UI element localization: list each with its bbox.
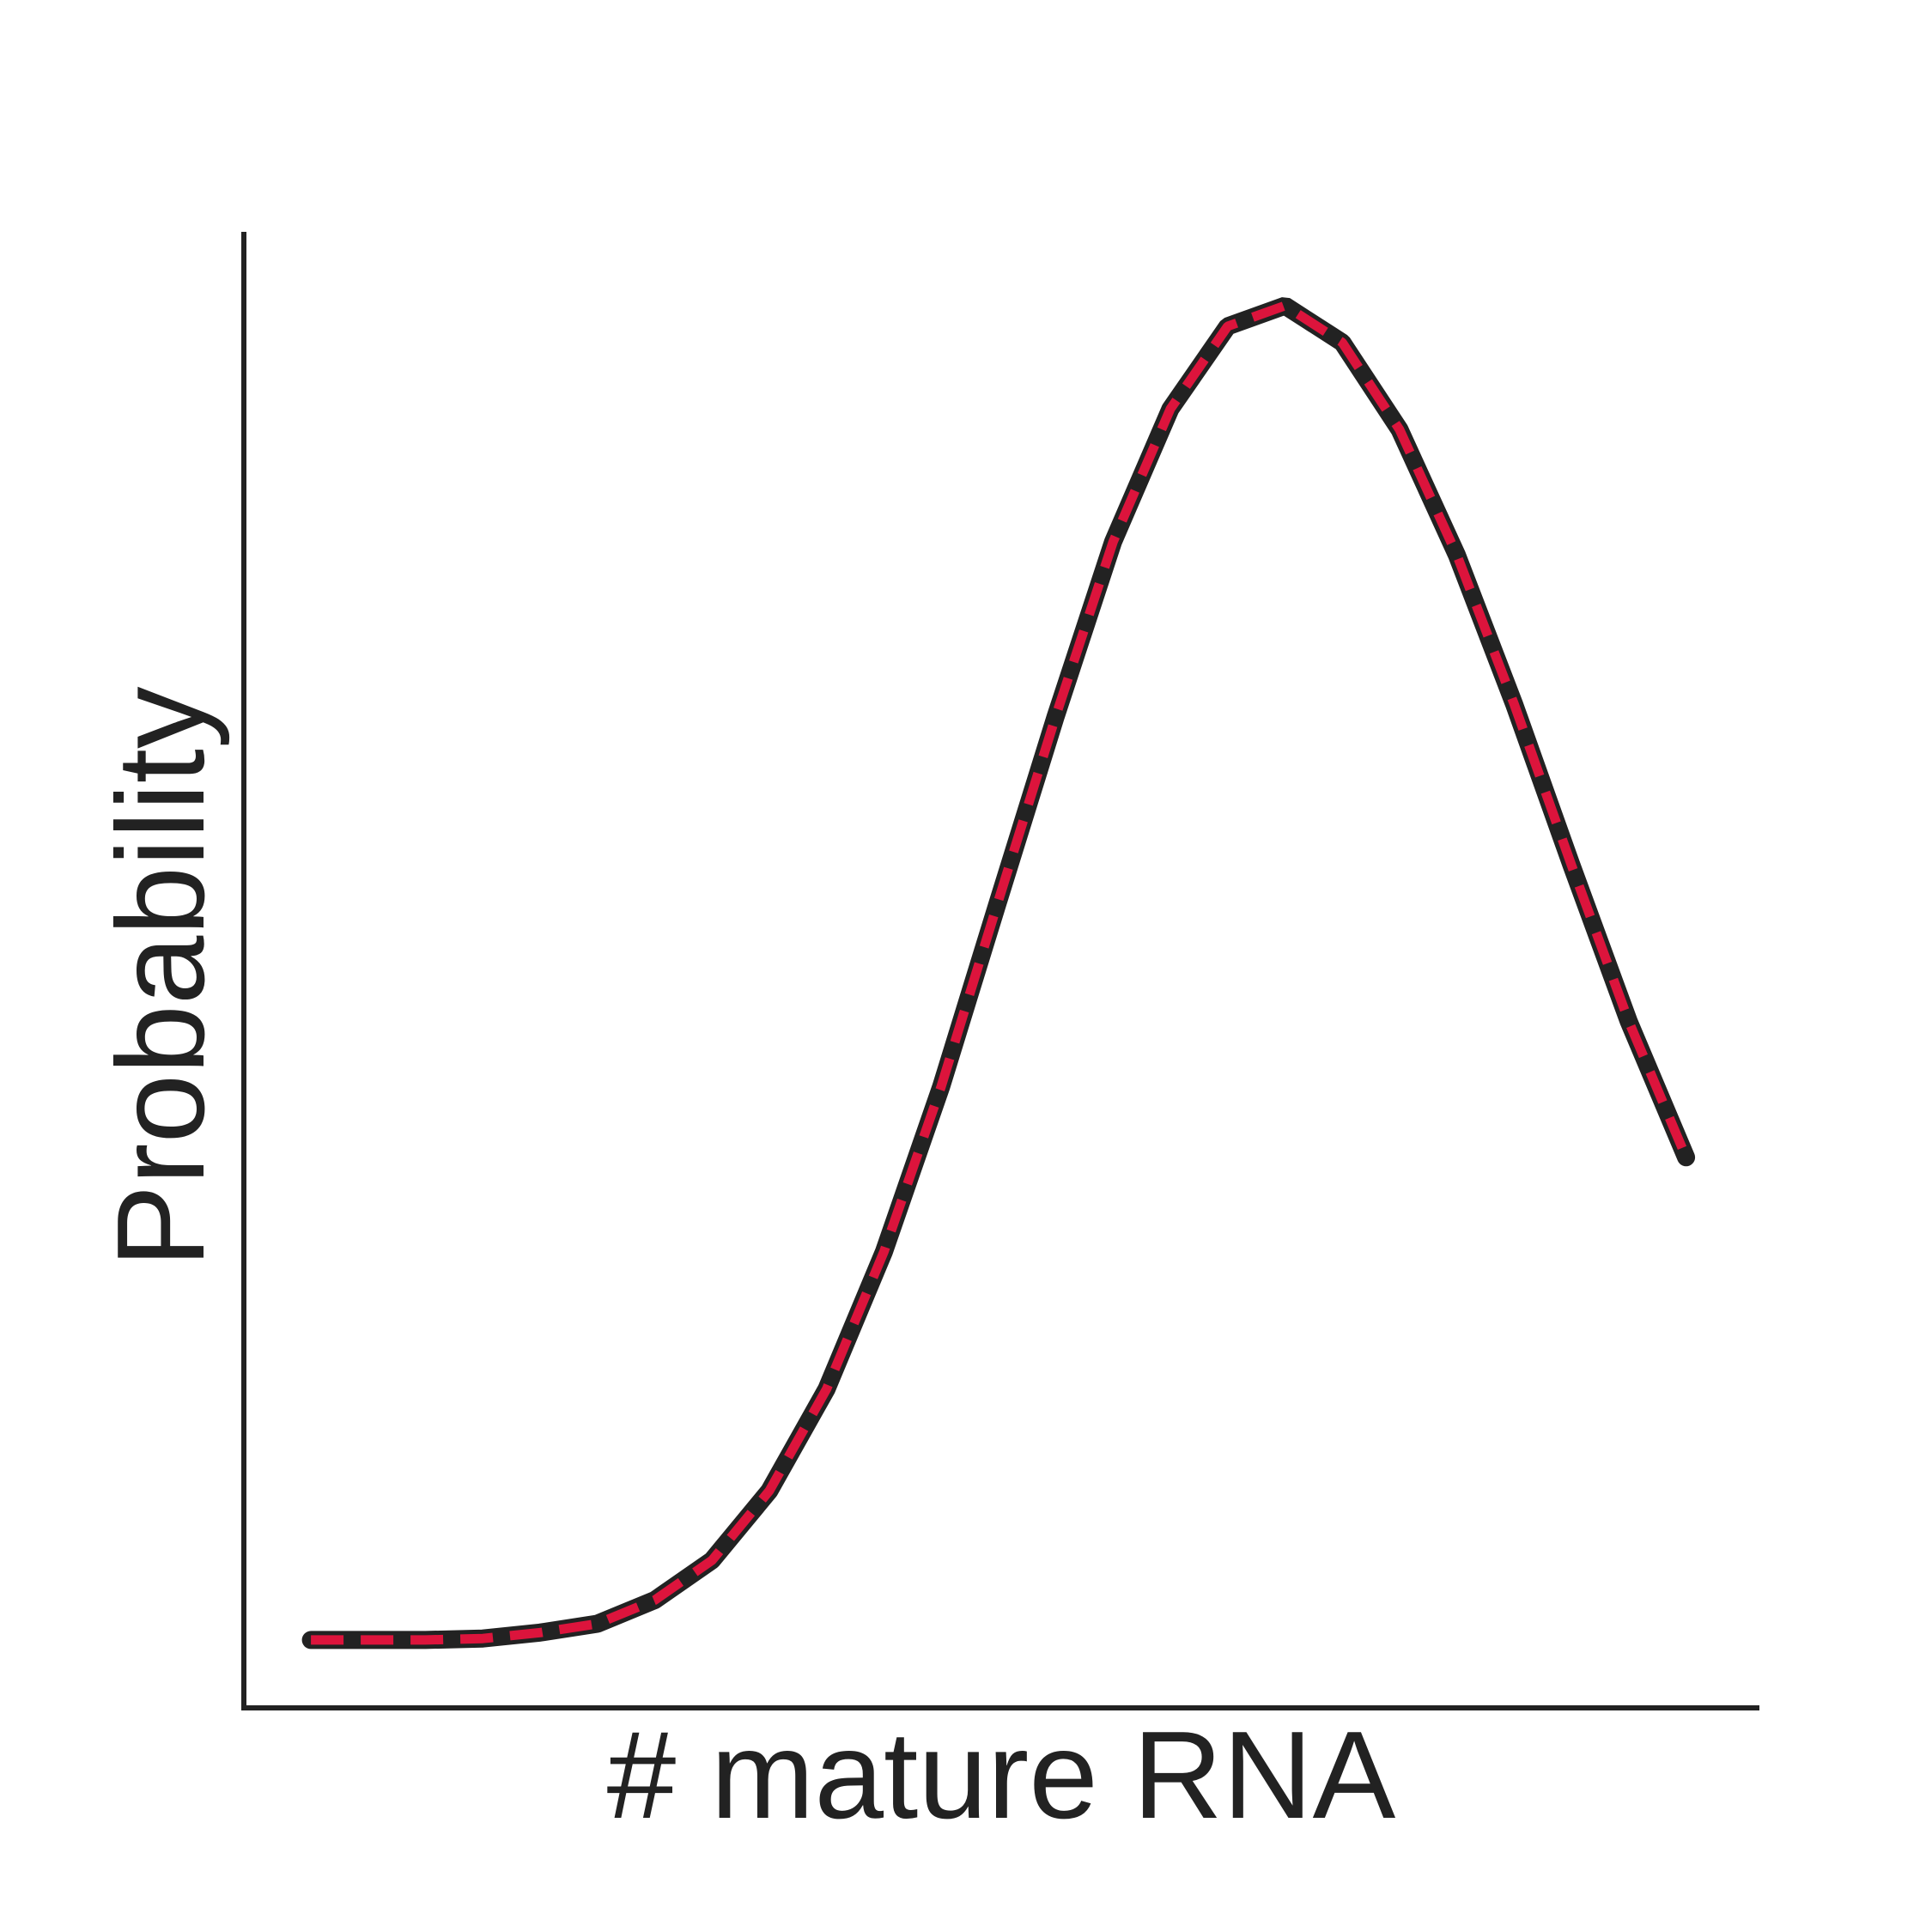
line-series [301, 297, 1696, 1649]
y-axis-label: Probability [91, 686, 230, 1267]
line-series [311, 301, 1691, 1645]
x-axis-label: # mature RNA [607, 1705, 1396, 1844]
